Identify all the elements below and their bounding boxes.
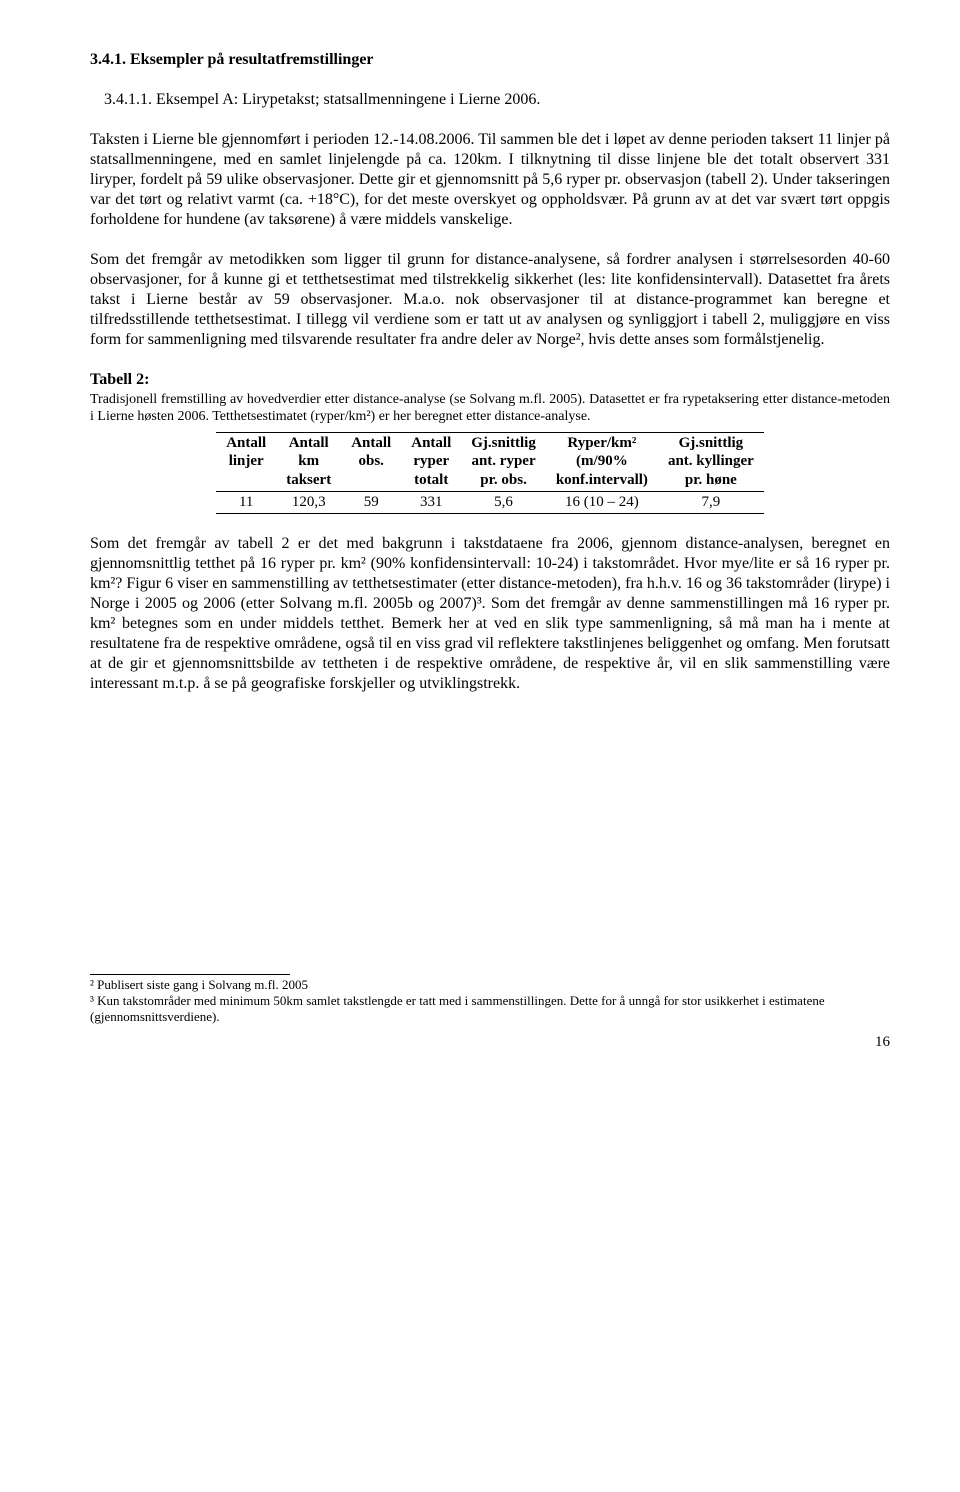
- table-cell: 7,9: [658, 491, 764, 513]
- table-cell: 11: [216, 491, 276, 513]
- th-line: totalt: [414, 472, 448, 488]
- th-line: taksert: [286, 472, 331, 488]
- section-heading: 3.4.1. Eksempler på resultatfremstilling…: [90, 50, 890, 70]
- th-line: km: [298, 453, 319, 469]
- page-number: 16: [90, 1033, 890, 1052]
- data-table: Antall linjer Antall km taksert Antall o…: [216, 432, 764, 514]
- th-line: Ryper/km²: [567, 435, 636, 451]
- table-header-cell: Ryper/km² (m/90% konf.intervall): [546, 432, 658, 491]
- th-line: Gj.snittlig: [471, 435, 536, 451]
- th-line: (m/90%: [576, 453, 628, 469]
- footnotes: ² Publisert siste gang i Solvang m.fl. 2…: [90, 977, 890, 1026]
- th-line: pr. høne: [685, 472, 737, 488]
- th-line: ant. kyllinger: [668, 453, 754, 469]
- table-header-cell: Gj.snittlig ant. kyllinger pr. høne: [658, 432, 764, 491]
- table-header-cell: Antall linjer: [216, 432, 276, 491]
- table-header-cell: Antall obs.: [341, 432, 401, 491]
- table-caption-label: Tabell 2:: [90, 371, 149, 388]
- footnote-3: ³ Kun takstområder med minimum 50km saml…: [90, 993, 890, 1026]
- table-cell: 59: [341, 491, 401, 513]
- th-line: pr. obs.: [480, 472, 527, 488]
- th-line: linjer: [229, 453, 264, 469]
- th-line: konf.intervall): [556, 472, 648, 488]
- table-cell: 5,6: [461, 491, 546, 513]
- paragraph-2: Som det fremgår av metodikken som ligger…: [90, 250, 890, 350]
- paragraph-3: Som det fremgår av tabell 2 er det med b…: [90, 534, 890, 694]
- table-cell: 120,3: [276, 491, 341, 513]
- th-line: ant. ryper: [471, 453, 535, 469]
- table-cell: 331: [401, 491, 461, 513]
- th-line: Gj.snittlig: [679, 435, 744, 451]
- th-line: obs.: [359, 453, 384, 469]
- th-line: Antall: [226, 435, 266, 451]
- table-cell: 16 (10 – 24): [546, 491, 658, 513]
- table-header-cell: Antall km taksert: [276, 432, 341, 491]
- table-header-cell: Gj.snittlig ant. ryper pr. obs.: [461, 432, 546, 491]
- table-header-cell: Antall ryper totalt: [401, 432, 461, 491]
- paragraph-1: Taksten i Lierne ble gjennomført i perio…: [90, 130, 890, 230]
- th-line: Antall: [411, 435, 451, 451]
- table-caption: Tabell 2:: [90, 370, 890, 390]
- table-row: 11 120,3 59 331 5,6 16 (10 – 24) 7,9: [216, 491, 764, 513]
- th-line: ryper: [413, 453, 449, 469]
- th-line: Antall: [351, 435, 391, 451]
- table-header-row: Antall linjer Antall km taksert Antall o…: [216, 432, 764, 491]
- footnote-separator: [90, 974, 290, 975]
- table-caption-desc: Tradisjonell fremstilling av hovedverdie…: [90, 392, 890, 426]
- th-line: Antall: [289, 435, 329, 451]
- footnote-2: ² Publisert siste gang i Solvang m.fl. 2…: [90, 977, 890, 993]
- subsection-heading: 3.4.1.1. Eksempel A: Lirypetakst; statsa…: [90, 90, 890, 110]
